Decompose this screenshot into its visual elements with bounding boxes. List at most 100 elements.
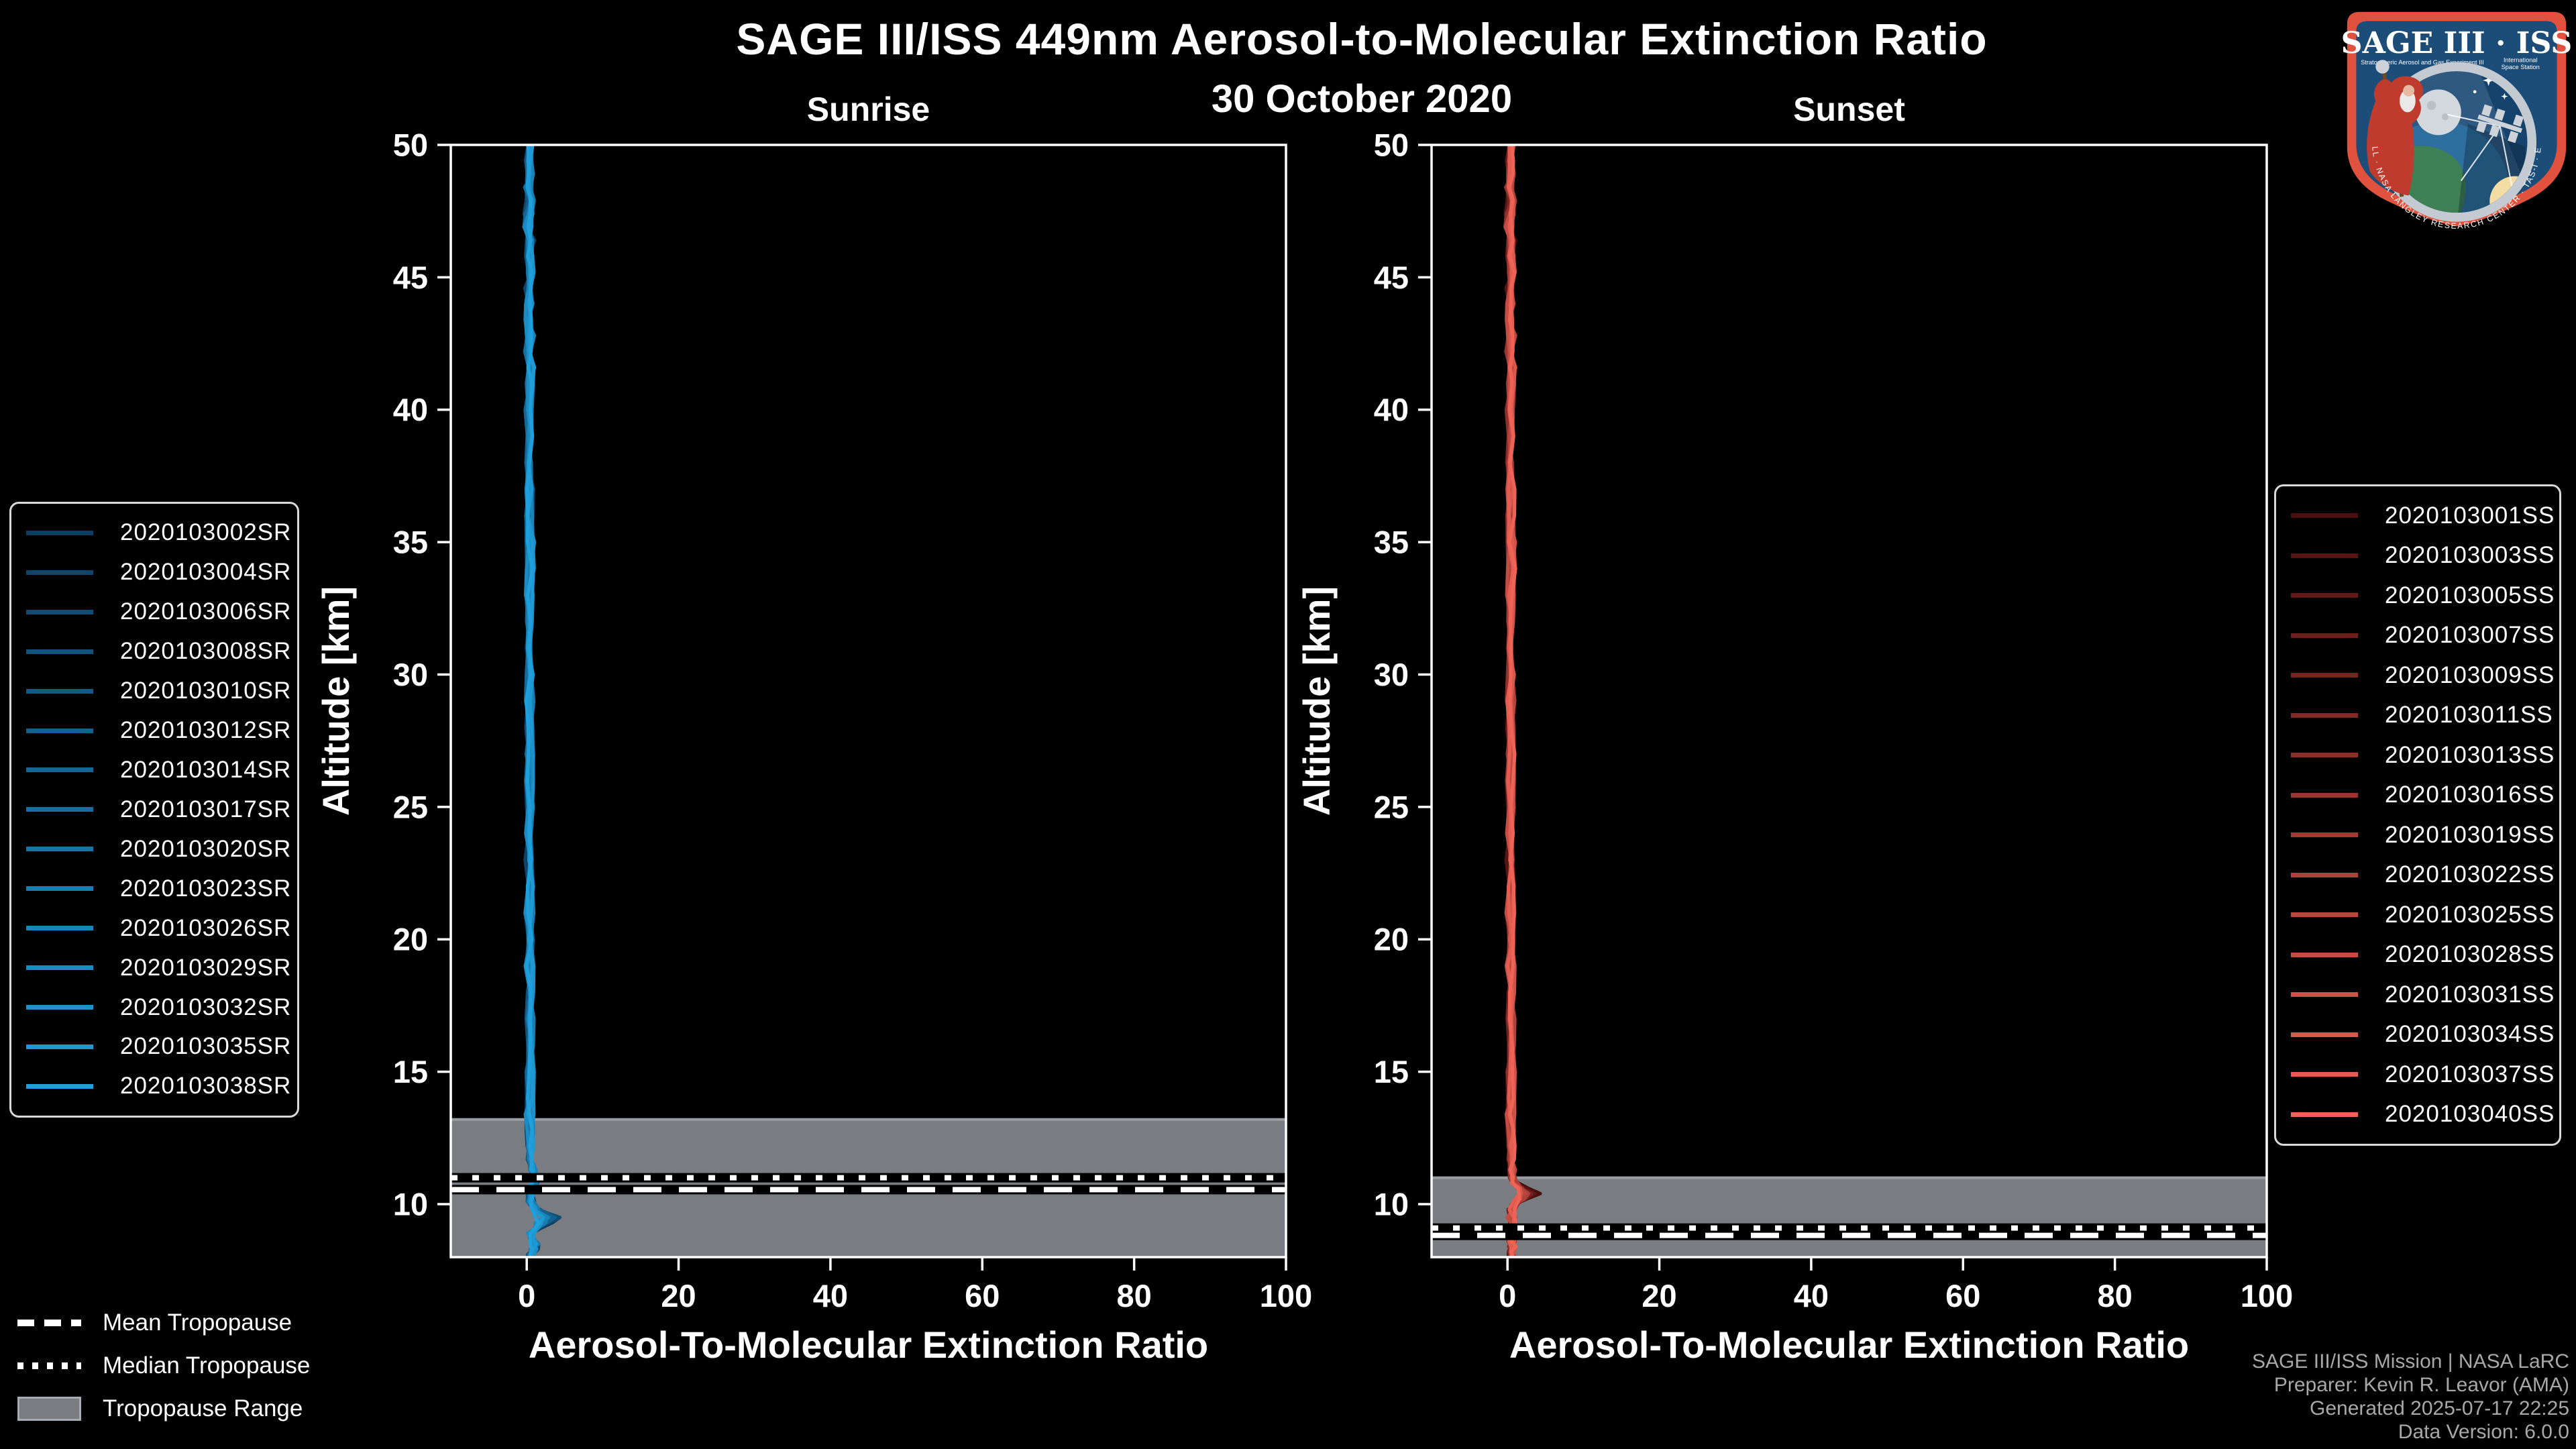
x-tick-label: 80 xyxy=(2097,1278,2132,1313)
legend-event-label: 2020103016SS xyxy=(2385,782,2555,808)
legend-line-swatch xyxy=(2291,1112,2358,1117)
x-tick-label: 100 xyxy=(2241,1278,2293,1313)
legend-event-label: 2020103028SS xyxy=(2385,941,2555,968)
legend-event-label: 2020103013SS xyxy=(2385,741,2555,768)
legend-item: 2020103035SR xyxy=(26,1033,290,1060)
legend-line-swatch xyxy=(2291,872,2358,877)
legend-item: 2020103013SS xyxy=(2291,742,2554,769)
legend-event-label: 2020103005SS xyxy=(2385,582,2555,608)
footer-mission-line: SAGE III/ISS Mission | NASA LaRC xyxy=(2252,1350,2569,1373)
legend-event-label: 2020103007SS xyxy=(2385,622,2555,649)
legend-item: 2020103009SS xyxy=(2291,662,2554,689)
legend-line-swatch xyxy=(26,609,93,614)
legend-item: 2020103019SS xyxy=(2291,822,2554,849)
footer-version-line: Data Version: 6.0.0 xyxy=(2398,1421,2569,1443)
legend-event-label: 2020103037SS xyxy=(2385,1061,2555,1087)
legend-event-label: 2020103012SR xyxy=(120,717,292,744)
legend-item: 2020103022SS xyxy=(2291,861,2554,888)
logo-beam-sun xyxy=(2499,125,2515,195)
y-tick-label: 20 xyxy=(1374,922,1409,957)
legend-line-swatch xyxy=(26,807,93,812)
y-tick-label: 45 xyxy=(1374,260,1409,295)
sunset-event-legend: 2020103001SS 2020103003SS 2020103005SS 2020… xyxy=(2274,484,2561,1146)
legend-line-swatch xyxy=(2291,673,2358,678)
legend-event-label: 2020103019SS xyxy=(2385,821,2555,848)
legend-line-swatch xyxy=(2291,992,2358,998)
profile-2020103038SR xyxy=(524,145,540,1257)
legend-item: 2020103004SR xyxy=(26,559,290,586)
logo-star-1 xyxy=(2483,74,2495,87)
legend-line-swatch xyxy=(26,1005,93,1010)
legend-item: 2020103001SS xyxy=(2291,502,2554,529)
tropopause-range-band xyxy=(1432,1177,2267,1257)
x-tick-label: 20 xyxy=(661,1278,696,1313)
sunrise-event-legend: 2020103002SR 2020103004SR 2020103006SR 2020… xyxy=(9,502,299,1118)
logo-moon-crater-1 xyxy=(2426,101,2436,110)
plot-frame xyxy=(449,144,1287,1258)
x-axis-label: Aerosol-To-Molecular Extinction Ratio xyxy=(529,1324,1208,1366)
tropopause-range-swatch xyxy=(17,1397,81,1421)
y-axis-label: Altitude [km] xyxy=(315,586,357,816)
legend-event-label: 2020103011SS xyxy=(2385,702,2553,729)
y-tick-label: 25 xyxy=(393,789,428,824)
x-tick-label: 40 xyxy=(1794,1278,1829,1313)
mean-tropopause-dash-swatch xyxy=(17,1320,81,1326)
x-tick-label: 40 xyxy=(813,1278,848,1313)
y-tick-label: 45 xyxy=(393,260,428,295)
legend-item: 2020103040SS xyxy=(2291,1101,2554,1128)
legend-item: 2020103007SS xyxy=(2291,622,2554,649)
legend-line-swatch xyxy=(2291,1072,2358,1077)
y-tick-label: 20 xyxy=(393,922,428,957)
legend-line-swatch xyxy=(26,1083,93,1089)
legend-event-label: 2020103029SR xyxy=(120,954,292,981)
legend-item: 2020103023SR xyxy=(26,875,290,902)
legend-item: 2020103025SS xyxy=(2291,902,2554,928)
legend-item: 2020103011SS xyxy=(2291,702,2553,729)
y-tick-label: 10 xyxy=(393,1186,428,1222)
tropopause-range-label: Tropopause Range xyxy=(103,1395,303,1421)
legend-item: 2020103017SR xyxy=(26,796,290,823)
y-tick-label: 40 xyxy=(393,392,428,427)
legend-line-swatch xyxy=(26,688,93,694)
x-axis-label: Aerosol-To-Molecular Extinction Ratio xyxy=(1509,1324,2189,1366)
legend-event-label: 2020103032SR xyxy=(120,994,292,1020)
legend-event-label: 2020103031SS xyxy=(2385,981,2555,1008)
legend-event-label: 2020103003SS xyxy=(2385,542,2555,569)
legend-line-swatch xyxy=(26,965,93,971)
legend-line-swatch xyxy=(2291,593,2358,598)
legend-line-swatch xyxy=(2291,753,2358,758)
mean-tropopause-legend-item: Mean Tropopause xyxy=(17,1308,310,1338)
legend-line-swatch xyxy=(2291,633,2358,638)
figure-title: SAGE III/ISS 449nm Aerosol-to-Molecular … xyxy=(736,14,1988,64)
logo-beam-moon xyxy=(2447,113,2500,127)
legend-item: 2020103031SS xyxy=(2291,981,2554,1008)
x-tick-label: 0 xyxy=(1499,1278,1516,1313)
legend-item: 2020103006SR xyxy=(26,598,290,625)
y-tick-label: 30 xyxy=(1374,657,1409,692)
median-tropopause-dot-swatch xyxy=(17,1362,81,1369)
sunrise-panel: Sunrise 10 15 20 25 30 35 40 45 50 0 20 40 60 80 100 Ae… xyxy=(315,91,1312,1366)
legend-event-label: 2020103009SS xyxy=(2385,661,2555,688)
mean-tropopause-label: Mean Tropopause xyxy=(103,1309,292,1336)
legend-event-label: 2020103004SR xyxy=(120,559,292,586)
legend-line-swatch xyxy=(2291,952,2358,957)
legend-item: 2020103032SR xyxy=(26,994,290,1021)
legend-line-swatch xyxy=(26,530,93,535)
legend-line-swatch xyxy=(2291,553,2358,558)
sunset-chart: 10 15 20 25 30 35 40 45 50 0 20 40 60 80 100 Aerosol-To… xyxy=(1295,127,2293,1366)
legend-item: 2020103002SR xyxy=(26,519,290,546)
legend-event-label: 2020103006SR xyxy=(120,598,292,625)
legend-item: 2020103026SR xyxy=(26,915,290,942)
sunset-panel: Sunset 10 15 20 25 30 35 40 45 50 0 20 40 60 80 100 Aer… xyxy=(1295,91,2293,1366)
y-tick-label: 30 xyxy=(393,657,428,692)
legend-line-swatch xyxy=(26,728,93,733)
x-tick-label: 20 xyxy=(1642,1278,1676,1313)
logo-moon xyxy=(2415,89,2461,136)
logo-star-2 xyxy=(2501,93,2508,100)
legend-item: 2020103038SR xyxy=(26,1073,290,1099)
plot-frame xyxy=(1430,144,2268,1258)
y-tick-label: 15 xyxy=(1374,1054,1409,1089)
sunrise-chart: 10 15 20 25 30 35 40 45 50 0 20 40 60 80 100 Aerosol-To… xyxy=(315,127,1312,1366)
logo-subtitle-right-2: Space Station xyxy=(2502,64,2540,70)
legend-item: 2020103029SR xyxy=(26,955,290,981)
